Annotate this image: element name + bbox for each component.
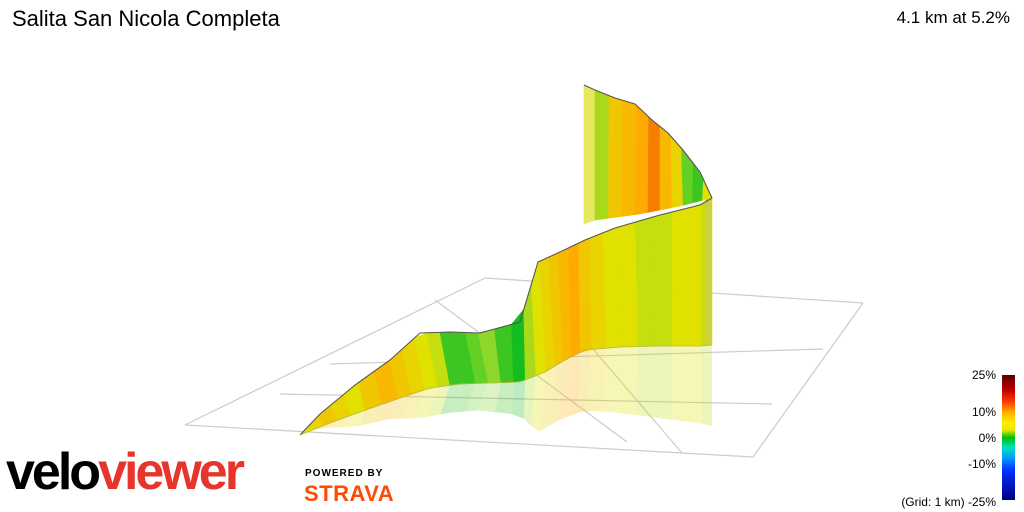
back-segment-5 <box>659 125 673 211</box>
front-reflection-24 <box>590 348 607 412</box>
front-reflection-17 <box>523 375 536 427</box>
front-reflection-30 <box>689 345 702 424</box>
back-segment-0 <box>594 89 610 221</box>
logo-viewer-part: viewer <box>98 443 245 501</box>
grid-line-0 <box>184 277 486 426</box>
front-reflection-26 <box>616 346 639 415</box>
front-reflection-7 <box>388 394 412 420</box>
front-reflection-13 <box>465 383 489 412</box>
strava-logo[interactable]: STRAVA <box>304 481 395 506</box>
front-reflection-28 <box>654 346 673 420</box>
front-reflection-16 <box>511 379 526 419</box>
front-segment-16 <box>511 308 526 383</box>
front-reflection-8 <box>401 389 425 419</box>
front-segment-27 <box>635 216 656 347</box>
profile-front-wall <box>299 197 713 436</box>
front-reflection-22 <box>568 352 581 417</box>
profile-reflection <box>300 345 712 435</box>
segment-title: Salita San Nicola Completa <box>12 6 280 31</box>
front-segment-28 <box>654 211 673 347</box>
front-reflection-23 <box>578 349 592 413</box>
logo-velo-part: velo <box>6 443 101 501</box>
gradient-color-scale <box>1002 375 1015 500</box>
front-reflection-12 <box>452 383 476 413</box>
front-reflection-10 <box>427 385 450 417</box>
front-reflection-5 <box>359 404 382 426</box>
front-reflection-9 <box>414 387 438 419</box>
segment-summary: 4.1 km at 5.2% <box>896 8 1010 27</box>
front-reflection-27 <box>635 346 656 418</box>
profile-outline <box>299 84 713 436</box>
legend-tick-0: 0% <box>978 431 996 445</box>
front-reflection-29 <box>672 346 690 423</box>
front-reflection-19 <box>539 366 555 432</box>
front-base-outline <box>299 344 713 436</box>
front-reflection-11 <box>440 383 463 415</box>
front-reflection-32 <box>706 345 712 426</box>
front-reflection-6 <box>374 398 399 423</box>
legend-grid-note: (Grid: 1 km) -25% <box>901 495 996 509</box>
front-segment-29 <box>671 207 690 347</box>
front-reflection-15 <box>494 382 514 415</box>
grid-line-3 <box>184 424 754 458</box>
front-reflection-25 <box>603 346 622 413</box>
back-segment-9 <box>702 179 713 201</box>
grid-line-2 <box>752 302 864 458</box>
legend-tick-10: 10% <box>971 405 996 419</box>
legend-tick-minus-10: -10% <box>967 457 996 471</box>
front-reflection-3 <box>329 415 351 428</box>
back-segment-1 <box>608 95 624 219</box>
legend-tick-25: 25% <box>971 368 996 382</box>
front-reflection-31 <box>701 345 707 425</box>
front-reflection-4 <box>344 410 365 428</box>
back-segment-7 <box>681 147 694 206</box>
profile-back-wall <box>583 84 713 225</box>
front-wall-end <box>705 198 712 346</box>
back-wall-edge <box>583 84 596 225</box>
front-top-outline <box>299 197 713 436</box>
back-top-outline <box>583 84 713 199</box>
veloviewer-logo[interactable]: veloviewer <box>6 443 245 501</box>
front-reflection-21 <box>558 356 572 421</box>
front-reflection-18 <box>531 371 547 432</box>
front-segment-30 <box>688 203 703 347</box>
back-segment-3 <box>635 104 649 215</box>
back-segment-4 <box>647 116 661 213</box>
front-segment-23 <box>578 237 592 353</box>
back-segment-2 <box>621 99 638 217</box>
front-reflection-20 <box>548 361 564 427</box>
back-segment-6 <box>670 135 684 208</box>
front-reflection-14 <box>478 382 501 413</box>
powered-by-label: POWERED BY <box>305 468 384 479</box>
